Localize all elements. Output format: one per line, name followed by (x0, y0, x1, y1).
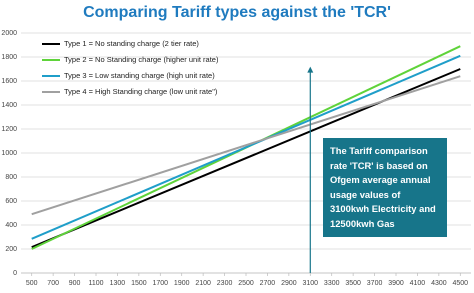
x-tick-label: 4300 (431, 280, 447, 287)
y-tick-label: 1000 (1, 150, 17, 157)
y-tick-label: 600 (5, 198, 17, 205)
x-tick-label: 2900 (281, 280, 297, 287)
x-tick-label: 1900 (174, 280, 190, 287)
x-tick-label: 700 (47, 280, 59, 287)
legend: Type 1 = No standing charge (2 tier rate… (42, 38, 227, 102)
series-line (31, 54, 461, 240)
legend-item: Type 2 = No Standing charge (higher unit… (42, 54, 227, 66)
legend-swatch (42, 91, 60, 93)
legend-item: Type 1 = No standing charge (2 tier rate… (42, 38, 227, 50)
y-tick-label: 2000 (1, 30, 17, 37)
y-tick-label: 0 (13, 270, 17, 277)
chart-title: Comparing Tariff types against the 'TCR' (83, 4, 391, 21)
x-tick-label: 4100 (410, 280, 426, 287)
legend-item: Type 3 = Low standing charge (high unit … (42, 70, 227, 82)
series-line (31, 75, 461, 216)
annotation: The Tariff comparison rate 'TCR' is base… (323, 138, 447, 237)
x-tick-label: 3500 (345, 280, 361, 287)
arrow-head (307, 66, 314, 73)
x-tick-label: 1100 (88, 280, 103, 287)
x-tick-label: 1300 (110, 280, 126, 287)
x-tick-label: 2100 (195, 280, 211, 287)
x-tick-label: 2500 (238, 280, 254, 287)
x-tick-label: 2300 (217, 280, 233, 287)
x-tick-label: 3300 (324, 280, 340, 287)
y-tick-label: 800 (5, 174, 17, 181)
legend-swatch (42, 43, 60, 45)
x-tick-label: 1700 (152, 280, 168, 287)
legend-swatch (42, 75, 60, 77)
x-tick-label: 3700 (367, 280, 383, 287)
legend-label: Type 3 = Low standing charge (high unit … (64, 71, 215, 80)
y-tick-label: 400 (5, 222, 17, 229)
x-tick-label: 2700 (260, 280, 276, 287)
x-tick-label: 3100 (302, 280, 318, 287)
y-tick-label: 1800 (1, 54, 17, 61)
x-tick-label: 900 (69, 280, 81, 287)
y-tick-label: 1200 (1, 126, 17, 133)
x-tick-label: 1500 (131, 280, 147, 287)
x-tick-label: 4500 (452, 280, 468, 287)
x-tick-label: 3900 (388, 280, 404, 287)
x-tick-label: 500 (26, 280, 38, 287)
y-tick-label: 200 (5, 246, 17, 253)
legend-label: Type 2 = No Standing charge (higher unit… (64, 55, 219, 64)
legend-item: Type 4 = High Standing charge (low unit … (42, 86, 227, 98)
y-tick-label: 1400 (1, 102, 17, 109)
legend-label: Type 4 = High Standing charge (low unit … (64, 87, 218, 96)
legend-swatch (42, 59, 60, 61)
y-tick-label: 1600 (1, 78, 17, 85)
legend-label: Type 1 = No standing charge (2 tier rate… (64, 39, 199, 48)
